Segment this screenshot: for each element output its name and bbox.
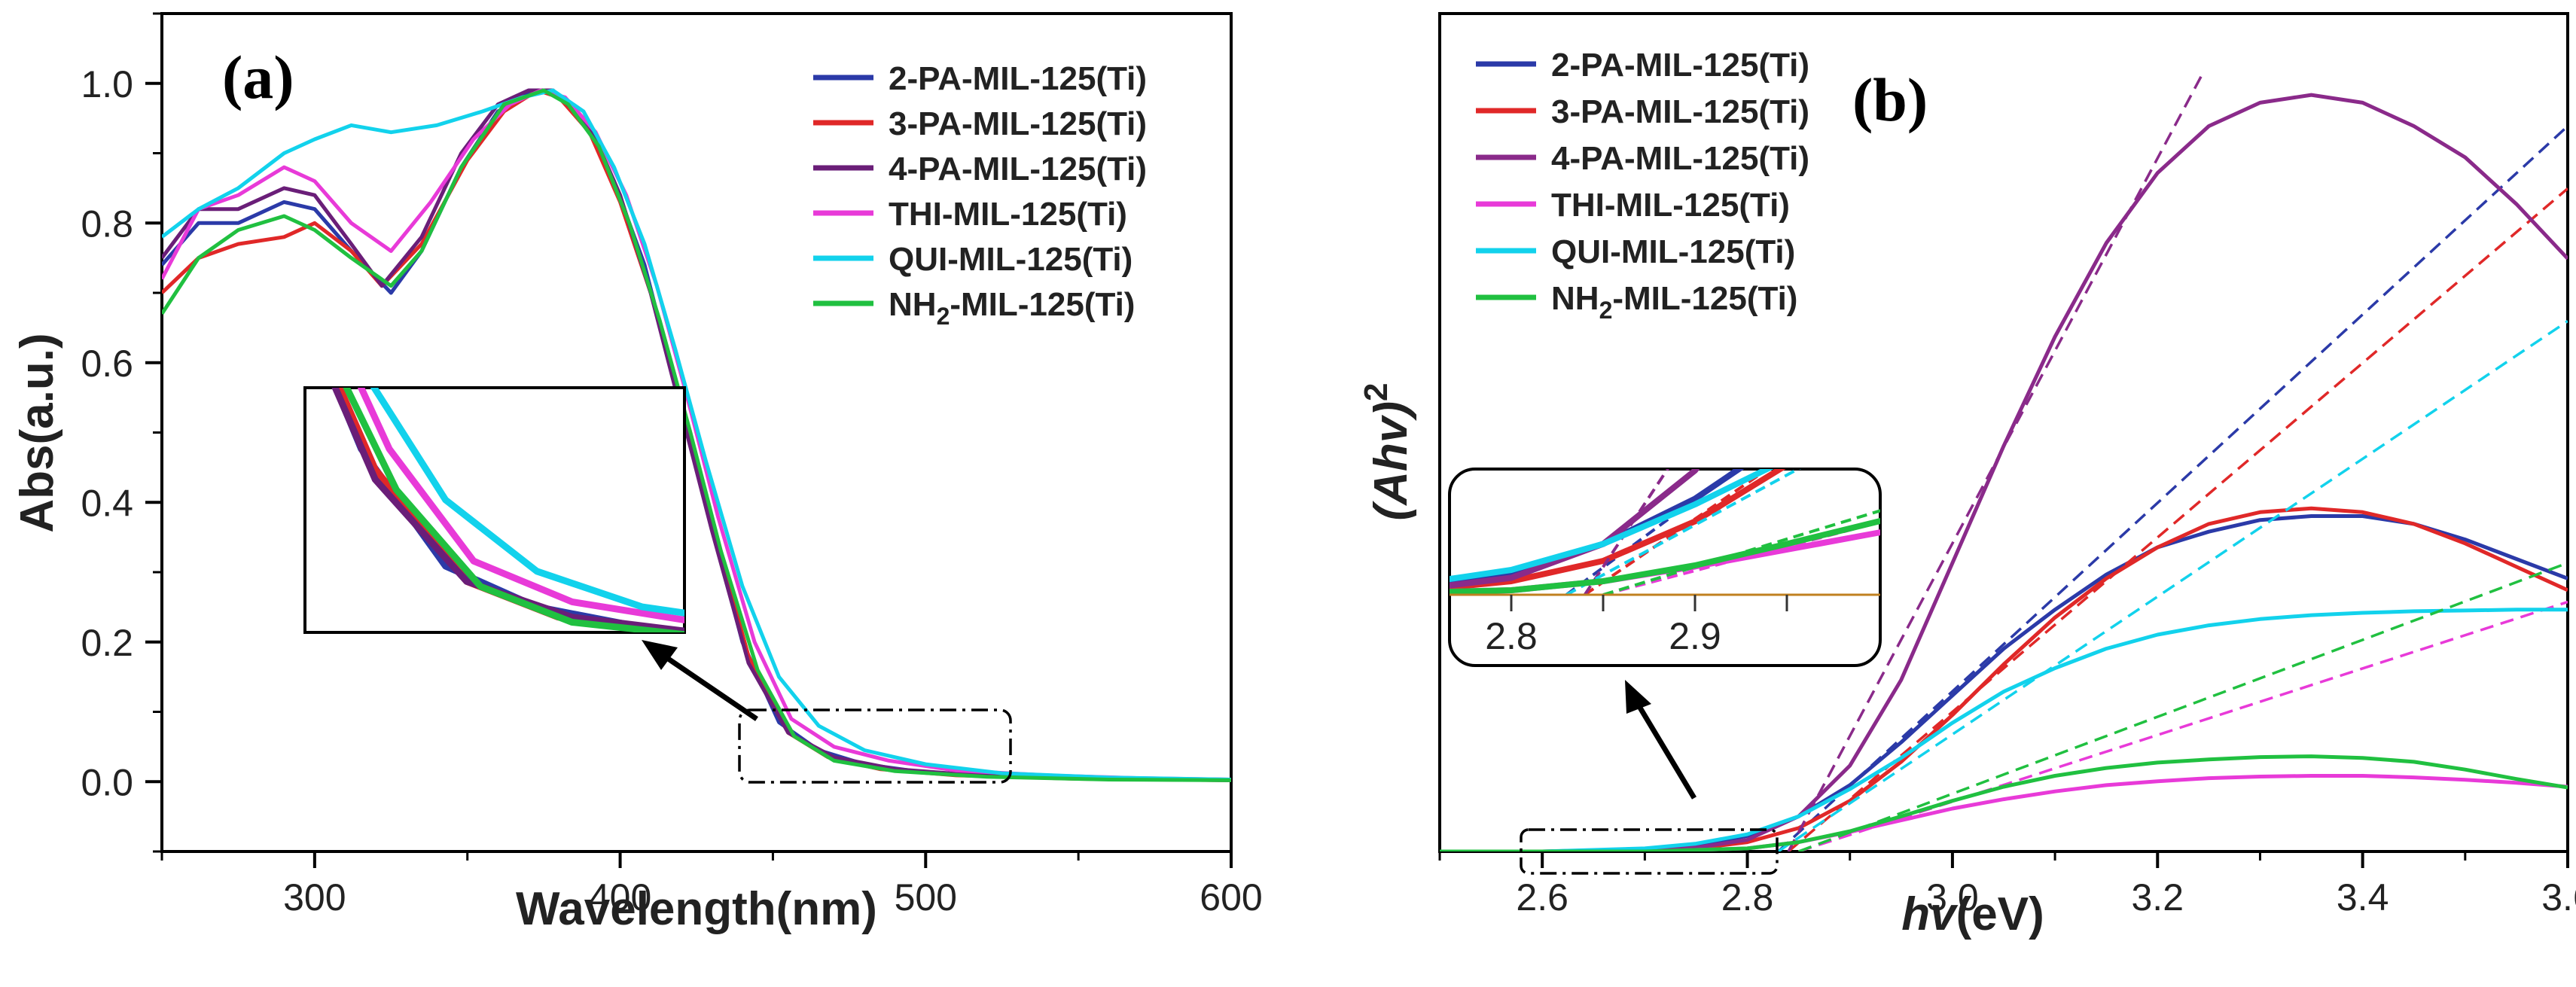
panel-a-ytick-label: 0.8 [81, 203, 133, 245]
panel-a-legend-entry-text: THI-MIL-125(Ti) [889, 196, 1127, 233]
panel-a-legend-entry-text: 2-PA-MIL-125(Ti) [889, 60, 1147, 97]
panel-b-inset-tangent-nh2-mil-125-ti [1602, 469, 1880, 596]
panel-a-label: (a) [222, 43, 294, 111]
panel-a-legend-entry-3-pa-mil-125-ti: 3-PA-MIL-125(Ti) [889, 105, 1147, 142]
panel-b-inset-line-qui-mil-125-ti [1450, 469, 1880, 598]
panel-b-legend-entry-qui-mil-125-ti: QUI-MIL-125(Ti) [1551, 233, 1795, 270]
panel-b-legend-entry-4-pa-mil-125-ti: 4-PA-MIL-125(Ti) [1551, 140, 1809, 177]
panel-b-tangent-nh2-mil-125-ti [1797, 562, 2568, 851]
panel-a-xlabel: Wavelength(nm) [516, 883, 877, 935]
panel-b-legend-entry-nh2-mil-125-ti: NH2-MIL-125(Ti) [1551, 280, 1797, 324]
panel-a-tick-labels: 300 400 500 600 0.0 0.2 0.4 0.6 0.8 1.0 [81, 63, 1262, 918]
panel-b-line-qui-mil-125-ti [1440, 608, 2568, 851]
panel-b-legend-entry-text: THI-MIL-125(Ti) [1551, 187, 1790, 224]
panel-b-xtick-label: 3.6 [2541, 876, 2576, 918]
panel-a-ytick-label: 0.0 [81, 761, 133, 803]
panel-b-legend-entry-text: 3-PA-MIL-125(Ti) [1551, 93, 1809, 130]
panel-a-ylabel: Abs(a.u.) [11, 333, 63, 532]
panel-b-xtick-label: 2.6 [1516, 876, 1568, 918]
panel-a-series [162, 88, 1231, 782]
panel-a-inset-line-4-pa-mil-125-ti [331, 388, 684, 632]
panel-b-inset-series [1450, 469, 1880, 598]
panel-b-zoom-arrow-head [1625, 680, 1651, 714]
panel-b-label: (b) [1852, 65, 1928, 134]
panel-b-legend-entry-subscript: 2 [1599, 297, 1613, 324]
panel-a-ticks [145, 12, 1233, 868]
panel-b-tangent-2-pa-mil-125-ti [1777, 125, 2568, 851]
panel-b-line-nh2-mil-125-ti [1440, 754, 2568, 851]
panel-b-legend-entry-text: NH [1551, 280, 1599, 317]
panel-b-ylabel-sup: 2 [1358, 383, 1395, 401]
panel-b-ylabel: (Ahv)2 [1358, 383, 1417, 521]
panel-b-legend-entry-text: 2-PA-MIL-125(Ti) [1551, 47, 1809, 84]
panel-b-inset-tick-label-1: 2.8 [1485, 615, 1538, 657]
panel-b-axes-frame [1438, 12, 2569, 853]
panel-b-xlabel-italic: hv [1901, 888, 1959, 940]
panel-b-legend: 2-PA-MIL-125(Ti) 3-PA-MIL-125(Ti) 4-PA-MIL… [1476, 47, 1809, 324]
panel-a-xtick-label: 500 [895, 876, 957, 918]
panel-a-legend-entry-text-suffix: -MIL-125(Ti) [950, 286, 1135, 323]
panel-a-legend-entry-nh2-mil-125-ti: NH2-MIL-125(Ti) [889, 286, 1135, 330]
panel-a-xtick-label: 400 [589, 876, 651, 918]
panel-b-series [1440, 71, 2568, 851]
panel-a-legend-entry-4-pa-mil-125-ti: 4-PA-MIL-125(Ti) [889, 151, 1147, 187]
panel-b-zoom-arrow [1635, 702, 1697, 800]
panel-b-xtick-label: 3.0 [1926, 876, 1979, 918]
panel-a-zoom-region [738, 708, 1012, 784]
panel-b-legend-entry-3-pa-mil-125-ti: 3-PA-MIL-125(Ti) [1551, 93, 1809, 130]
panel-a-zoom-arrow-head [642, 640, 678, 670]
panel-b-inset-line-4-pa-mil-125-ti [1450, 469, 1880, 598]
panel-a-legend: 2-PA-MIL-125(Ti) 3-PA-MIL-125(Ti) 4-PA-MIL… [813, 60, 1147, 330]
panel-b-legend-entry-2-pa-mil-125-ti: 2-PA-MIL-125(Ti) [1551, 47, 1809, 84]
panel-a-line-qui-mil-125-ti [162, 88, 1231, 781]
panel-b-zoom-region [1520, 828, 1779, 875]
panel-a-legend-entry-text: 3-PA-MIL-125(Ti) [889, 105, 1147, 142]
panel-b-legend-entry-text-suffix: -MIL-125(Ti) [1612, 280, 1797, 317]
panel-b-xlabel-unit: (eV) [1956, 888, 2044, 940]
panel-b-inset-frame [1448, 468, 1882, 667]
panel-b-xlabel: hv(eV) [1901, 888, 2044, 940]
panel-b-legend-entry-thi-mil-125-ti: THI-MIL-125(Ti) [1551, 187, 1790, 224]
panel-b-line-4-pa-mil-125-ti [1440, 93, 2568, 851]
panel-a-legend-entry-subscript: 2 [937, 303, 950, 330]
panel-a-xtick-label: 300 [283, 876, 346, 918]
panel-a-ytick-label: 0.6 [81, 343, 133, 385]
panel-a-ytick-label: 0.2 [81, 622, 133, 664]
panel-a-zoom-arrow [661, 653, 758, 721]
panel-b-xtick-label: 3.2 [2132, 876, 2184, 918]
panel-a-legend-entry-2-pa-mil-125-ti: 2-PA-MIL-125(Ti) [889, 60, 1147, 97]
panel-a-inset-series [331, 388, 684, 632]
panel-b-inset-line-nh2-mil-125-ti [1450, 498, 1880, 598]
panel-a-legend-entry-text: NH [889, 286, 937, 323]
panel-b-xtick-label: 2.8 [1721, 876, 1774, 918]
panel-b-legend-entry-text: 4-PA-MIL-125(Ti) [1551, 140, 1809, 177]
panel-a: 300 400 500 600 0.0 0.2 0.4 0.6 0.8 1.0 (a) Wavel… [11, 12, 1263, 935]
panel-a-xtick-label: 600 [1200, 876, 1262, 918]
panel-b-inset-tick-label-2: 2.9 [1669, 615, 1721, 657]
panel-b-line-3-pa-mil-125-ti [1440, 506, 2568, 851]
panel-b-ylabel-base: (Ahv) [1365, 401, 1417, 520]
panel-b-legend-entry-text: QUI-MIL-125(Ti) [1551, 233, 1795, 270]
panel-b-tangent-qui-mil-125-ti [1777, 320, 2568, 851]
panel-a-inset-line-qui-mil-125-ti [370, 388, 684, 617]
panel-a-line-nh2-mil-125-ti [162, 88, 1231, 782]
panel-a-inset-line-nh2-mil-125-ti [343, 388, 684, 632]
panel-a-legend-entry-thi-mil-125-ti: THI-MIL-125(Ti) [889, 196, 1127, 233]
panel-a-legend-entry-qui-mil-125-ti: QUI-MIL-125(Ti) [889, 241, 1133, 278]
panel-b-tick-labels: 2.6 2.8 3.0 3.2 3.4 3.6 [1516, 876, 2576, 918]
panel-b-xtick-label: 3.4 [2337, 876, 2389, 918]
panel-b-inset-line-3-pa-mil-125-ti [1450, 469, 1880, 598]
panel-b-ticks [1438, 851, 2569, 868]
panel-a-legend-entry-text: QUI-MIL-125(Ti) [889, 241, 1133, 278]
panel-a-ytick-label: 0.4 [81, 482, 133, 524]
panel-b-tangent-3-pa-mil-125-ti [1787, 187, 2568, 851]
panel-a-ytick-label: 1.0 [81, 63, 133, 105]
panel-a-legend-entry-text: 4-PA-MIL-125(Ti) [889, 151, 1147, 187]
panel-b: 2.62.83.03.23.43.6 (b) hv(eV) (Ahv)2 2-P… [1358, 12, 2576, 940]
